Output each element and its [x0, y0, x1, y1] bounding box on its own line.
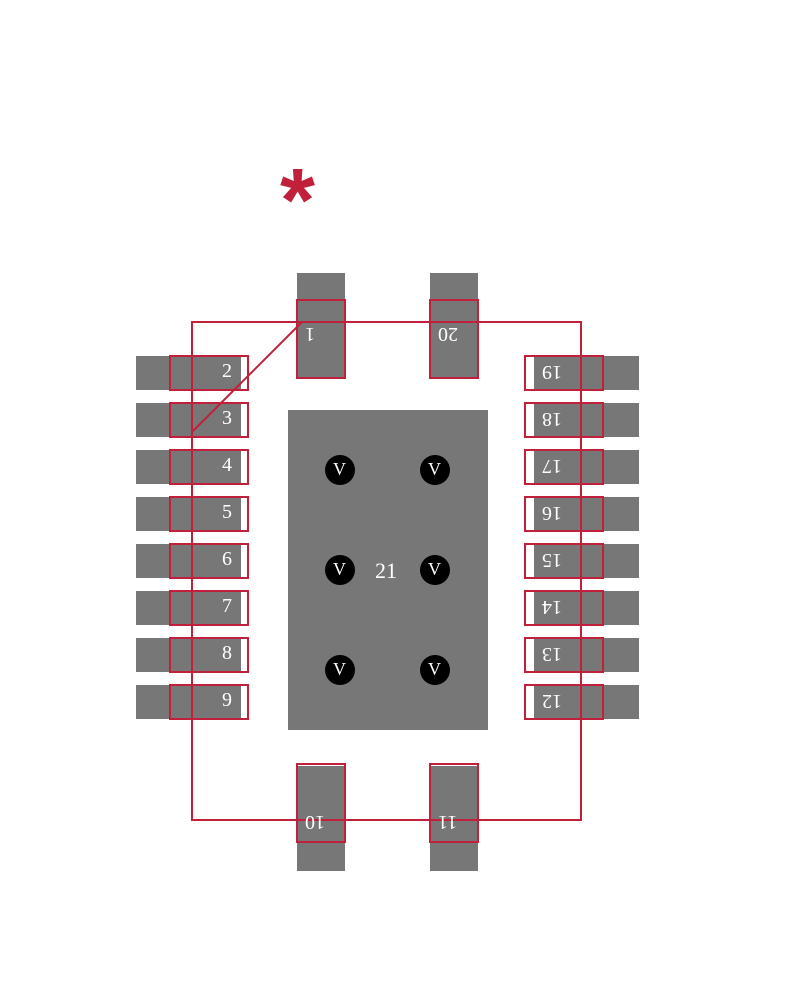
footprint-canvas — [0, 0, 786, 1000]
